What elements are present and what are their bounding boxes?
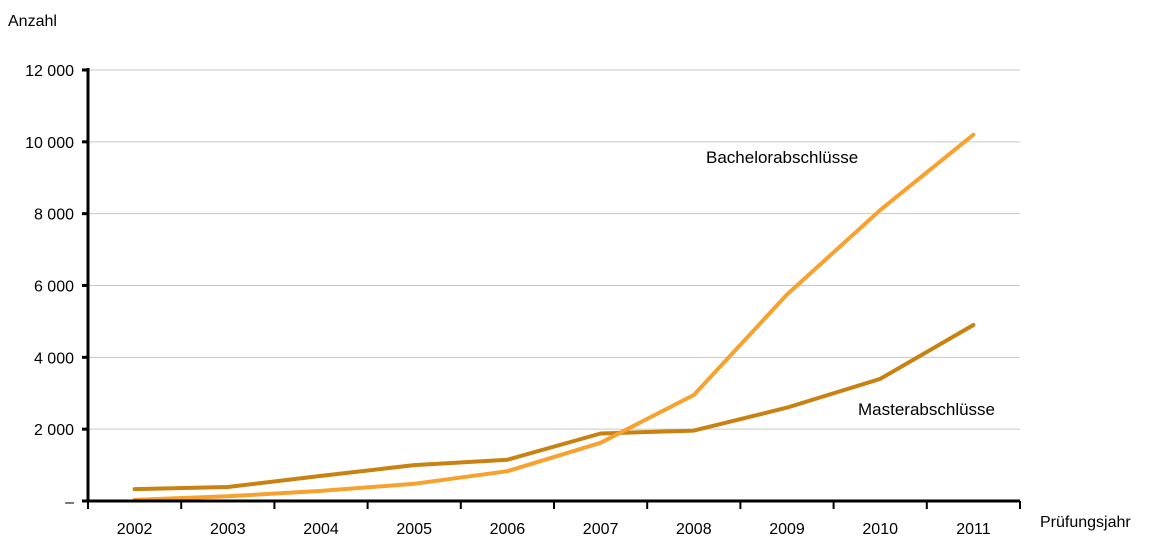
x-tick-label: 2002: [117, 521, 153, 538]
x-tick-label: 2003: [210, 521, 246, 538]
series-label-master: Masterabschlüsse: [858, 400, 995, 419]
y-axis-title: Anzahl: [8, 13, 57, 30]
x-tick-label: 2010: [862, 521, 898, 538]
series-label-bachelor: Bachelorabschlüsse: [706, 148, 858, 167]
y-tick-label: 4 000: [34, 350, 74, 367]
series-line-master: [132, 323, 976, 492]
series-line-bachelor: [132, 132, 976, 502]
x-tick-label: 2011: [956, 521, 991, 538]
y-tick-labels: – 2 000 4 000 6 000 8 000 10 000 12 000: [25, 63, 74, 511]
series-lines: [132, 132, 976, 502]
x-axis-title: Prüfungsjahr: [1040, 514, 1131, 531]
x-tick-labels: 2002 2003 2004 2005 2006 2007 2008 2009 2010 2011: [117, 521, 991, 538]
y-tick-label: 2 000: [34, 422, 74, 439]
x-tick-label: 2005: [396, 521, 432, 538]
x-tick-label: 2007: [583, 521, 619, 538]
y-tick-label: 6 000: [34, 279, 74, 296]
x-tick-label: 2006: [490, 521, 526, 538]
x-tick-label: 2008: [676, 521, 712, 538]
y-tick-label: 12 000: [25, 63, 74, 80]
axes: [82, 68, 1021, 509]
y-tick-label: 8 000: [34, 207, 74, 224]
gridlines: [88, 69, 1020, 430]
y-tick-label: –: [65, 494, 74, 511]
y-tick-label: 10 000: [25, 135, 74, 152]
x-tick-label: 2009: [769, 521, 805, 538]
x-tick-label: 2004: [303, 521, 339, 538]
